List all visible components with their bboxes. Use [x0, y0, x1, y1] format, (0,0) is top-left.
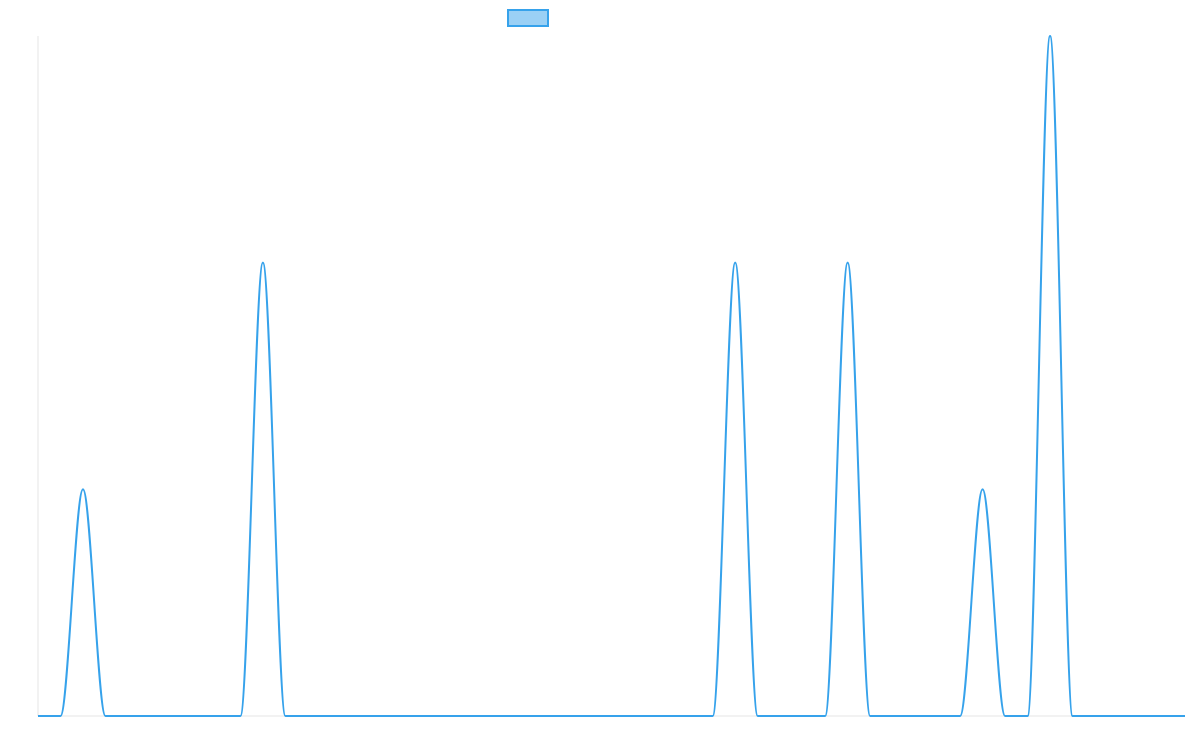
legend[interactable]: [507, 9, 549, 27]
series-layer: [38, 35, 1185, 717]
series-line-0: [38, 35, 1185, 717]
axes: [37, 36, 1185, 717]
legend-swatch[interactable]: [507, 9, 549, 27]
